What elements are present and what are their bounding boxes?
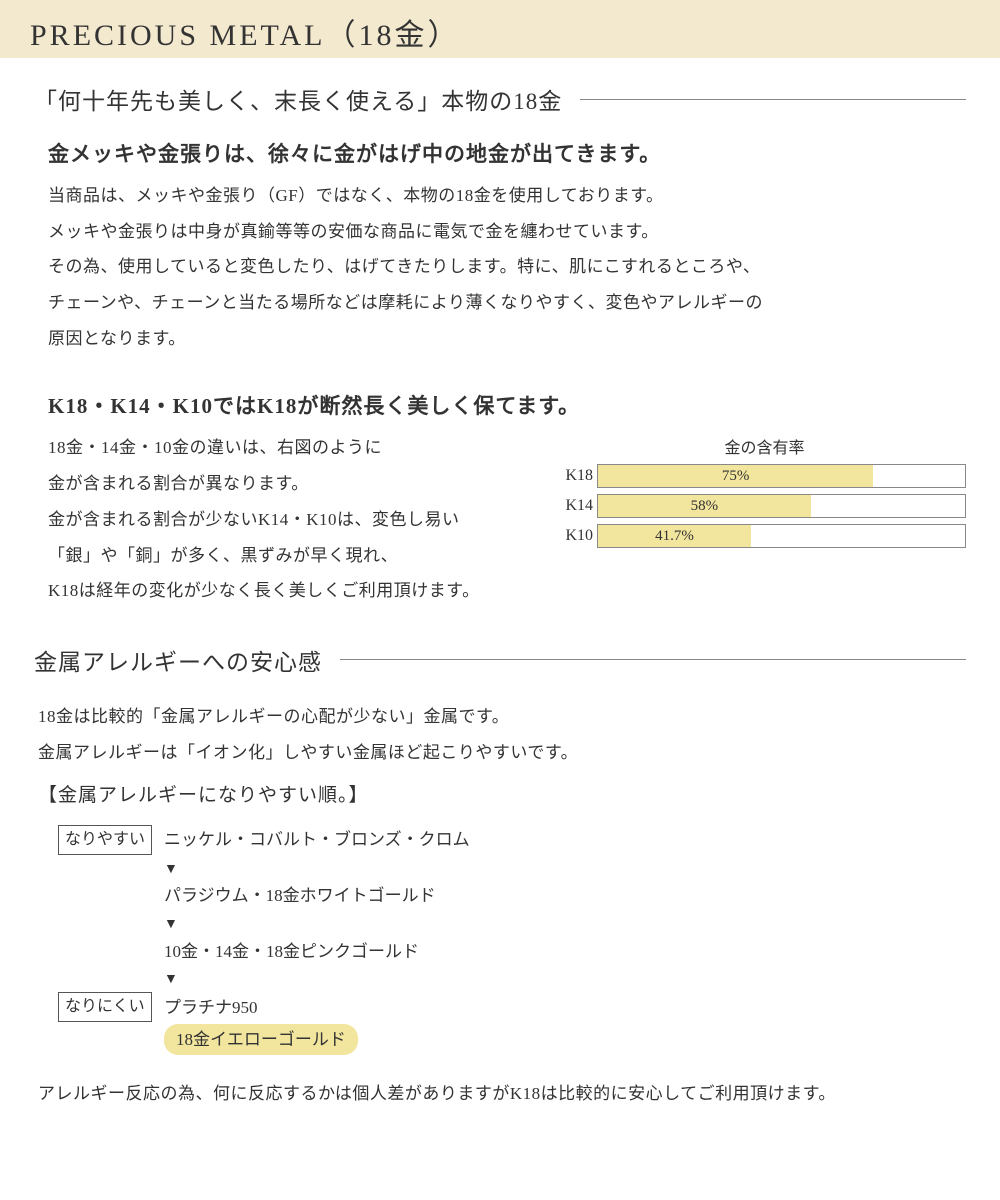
text-line: 18金は比較的「金属アレルギーの心配が少ない」金属です。 xyxy=(38,699,966,735)
subsection-1b: K18・K14・K10ではK18が断然長く美しく保てます。 18金・14金・10… xyxy=(34,390,966,608)
allergy-row-highlight: 18金イエローゴールド xyxy=(58,1024,966,1055)
section2-title: 金属アレルギーへの安心感 xyxy=(34,643,340,677)
bar-row: K1041.7% xyxy=(563,524,966,548)
allergy-item: プラチナ950 xyxy=(164,994,258,1021)
text-line: 金が含まれる割合が少ないK14・K10は、変色し易い xyxy=(48,502,563,538)
rule xyxy=(340,659,966,660)
two-col: 18金・14金・10金の違いは、右図のように 金が含まれる割合が異なります。 金… xyxy=(48,430,966,608)
bar-track: 41.7% xyxy=(597,524,966,548)
text-line: 18金・14金・10金の違いは、右図のように xyxy=(48,430,563,466)
allergy-item: ニッケル・コバルト・ブロンズ・クロム xyxy=(164,826,470,853)
bar-fill: 75% xyxy=(598,465,873,487)
bar-fill: 41.7% xyxy=(598,525,751,547)
allergy-item: パラジウム・18金ホワイトゴールド xyxy=(164,882,436,909)
text-line: 原因となります。 xyxy=(48,321,966,357)
down-arrow-icon: ▼ xyxy=(164,912,966,937)
text-line: 当商品は、メッキや金張り（GF）ではなく、本物の18金を使用しております。 xyxy=(48,178,966,214)
section2-footnote: アレルギー反応の為、何に反応するかは個人差がありますがK18は比較的に安心してご… xyxy=(38,1079,966,1104)
bar-fill: 58% xyxy=(598,495,811,517)
rule xyxy=(580,99,966,100)
page-banner: PRECIOUS METAL（18金） xyxy=(0,0,1000,58)
text-line: 金属アレルギーは「イオン化」しやすい金属ほど起こりやすいです。 xyxy=(38,735,966,771)
allergy-item-highlight: 18金イエローゴールド xyxy=(164,1024,358,1055)
section1-title: 「何十年先も美しく、末長く使える」本物の18金 xyxy=(34,82,580,116)
section2-intro: 18金は比較的「金属アレルギーの心配が少ない」金属です。 金属アレルギーは「イオ… xyxy=(38,699,966,770)
allergy-row: 10金・14金・18金ピンクゴールド xyxy=(58,937,966,965)
bar-label: K18 xyxy=(563,467,597,485)
text-line: その為、使用していると変色したり、はげてきたりします。特に、肌にこすれるところや… xyxy=(48,249,966,285)
section1-title-row: 「何十年先も美しく、末長く使える」本物の18金 xyxy=(34,82,966,116)
bar-label: K14 xyxy=(563,497,597,515)
tag-easy: なりやすい xyxy=(58,825,152,855)
text-line: 金が含まれる割合が異なります。 xyxy=(48,466,563,502)
chart-title: 金の含有率 xyxy=(563,434,966,458)
down-arrow-icon: ▼ xyxy=(164,857,966,882)
content-area: 「何十年先も美しく、末長く使える」本物の18金 金メッキや金張りは、徐々に金がは… xyxy=(0,58,1000,1114)
bar-label: K10 xyxy=(563,527,597,545)
allergy-item: 10金・14金・18金ピンクゴールド xyxy=(164,938,419,965)
text-line: 「銀」や「銅」が多く、黒ずみが早く現れ、 xyxy=(48,538,563,574)
down-arrow-icon: ▼ xyxy=(164,967,966,992)
section2-title-row: 金属アレルギーへの安心感 xyxy=(34,643,966,677)
allergy-row: なりやすい ニッケル・コバルト・ブロンズ・クロム xyxy=(58,825,966,855)
subsection-1a: 金メッキや金張りは、徐々に金がはげ中の地金が出てきます。 当商品は、メッキや金張… xyxy=(34,138,966,356)
allergy-list-heading: 【金属アレルギーになりやすい順。】 xyxy=(38,780,966,807)
sub2-head: K18・K14・K10ではK18が断然長く美しく保てます。 xyxy=(48,390,966,420)
bar-row: K1875% xyxy=(563,464,966,488)
banner-text: PRECIOUS METAL（18金） xyxy=(30,19,460,52)
sub1-body: 当商品は、メッキや金張り（GF）ではなく、本物の18金を使用しております。 メッ… xyxy=(48,178,966,356)
sub2-body: 18金・14金・10金の違いは、右図のように 金が含まれる割合が異なります。 金… xyxy=(48,430,563,608)
text-line: チェーンや、チェーンと当たる場所などは摩耗により薄くなりやすく、変色やアレルギー… xyxy=(48,285,966,321)
allergy-row: なりにくい プラチナ950 xyxy=(58,992,966,1022)
text-line: メッキや金張りは中身が真鍮等等の安価な商品に電気で金を纏わせています。 xyxy=(48,214,966,250)
sub1-head: 金メッキや金張りは、徐々に金がはげ中の地金が出てきます。 xyxy=(48,138,966,168)
text-line: K18は経年の変化が少なく長く美しくご利用頂けます。 xyxy=(48,573,563,609)
gold-chart: 金の含有率 K1875%K1458%K1041.7% xyxy=(563,430,966,554)
allergy-list: なりやすい ニッケル・コバルト・ブロンズ・クロム ▼ パラジウム・18金ホワイト… xyxy=(58,825,966,1055)
tag-hard: なりにくい xyxy=(58,992,152,1022)
bar-track: 75% xyxy=(597,464,966,488)
allergy-row: パラジウム・18金ホワイトゴールド xyxy=(58,882,966,910)
bar-track: 58% xyxy=(597,494,966,518)
bar-row: K1458% xyxy=(563,494,966,518)
